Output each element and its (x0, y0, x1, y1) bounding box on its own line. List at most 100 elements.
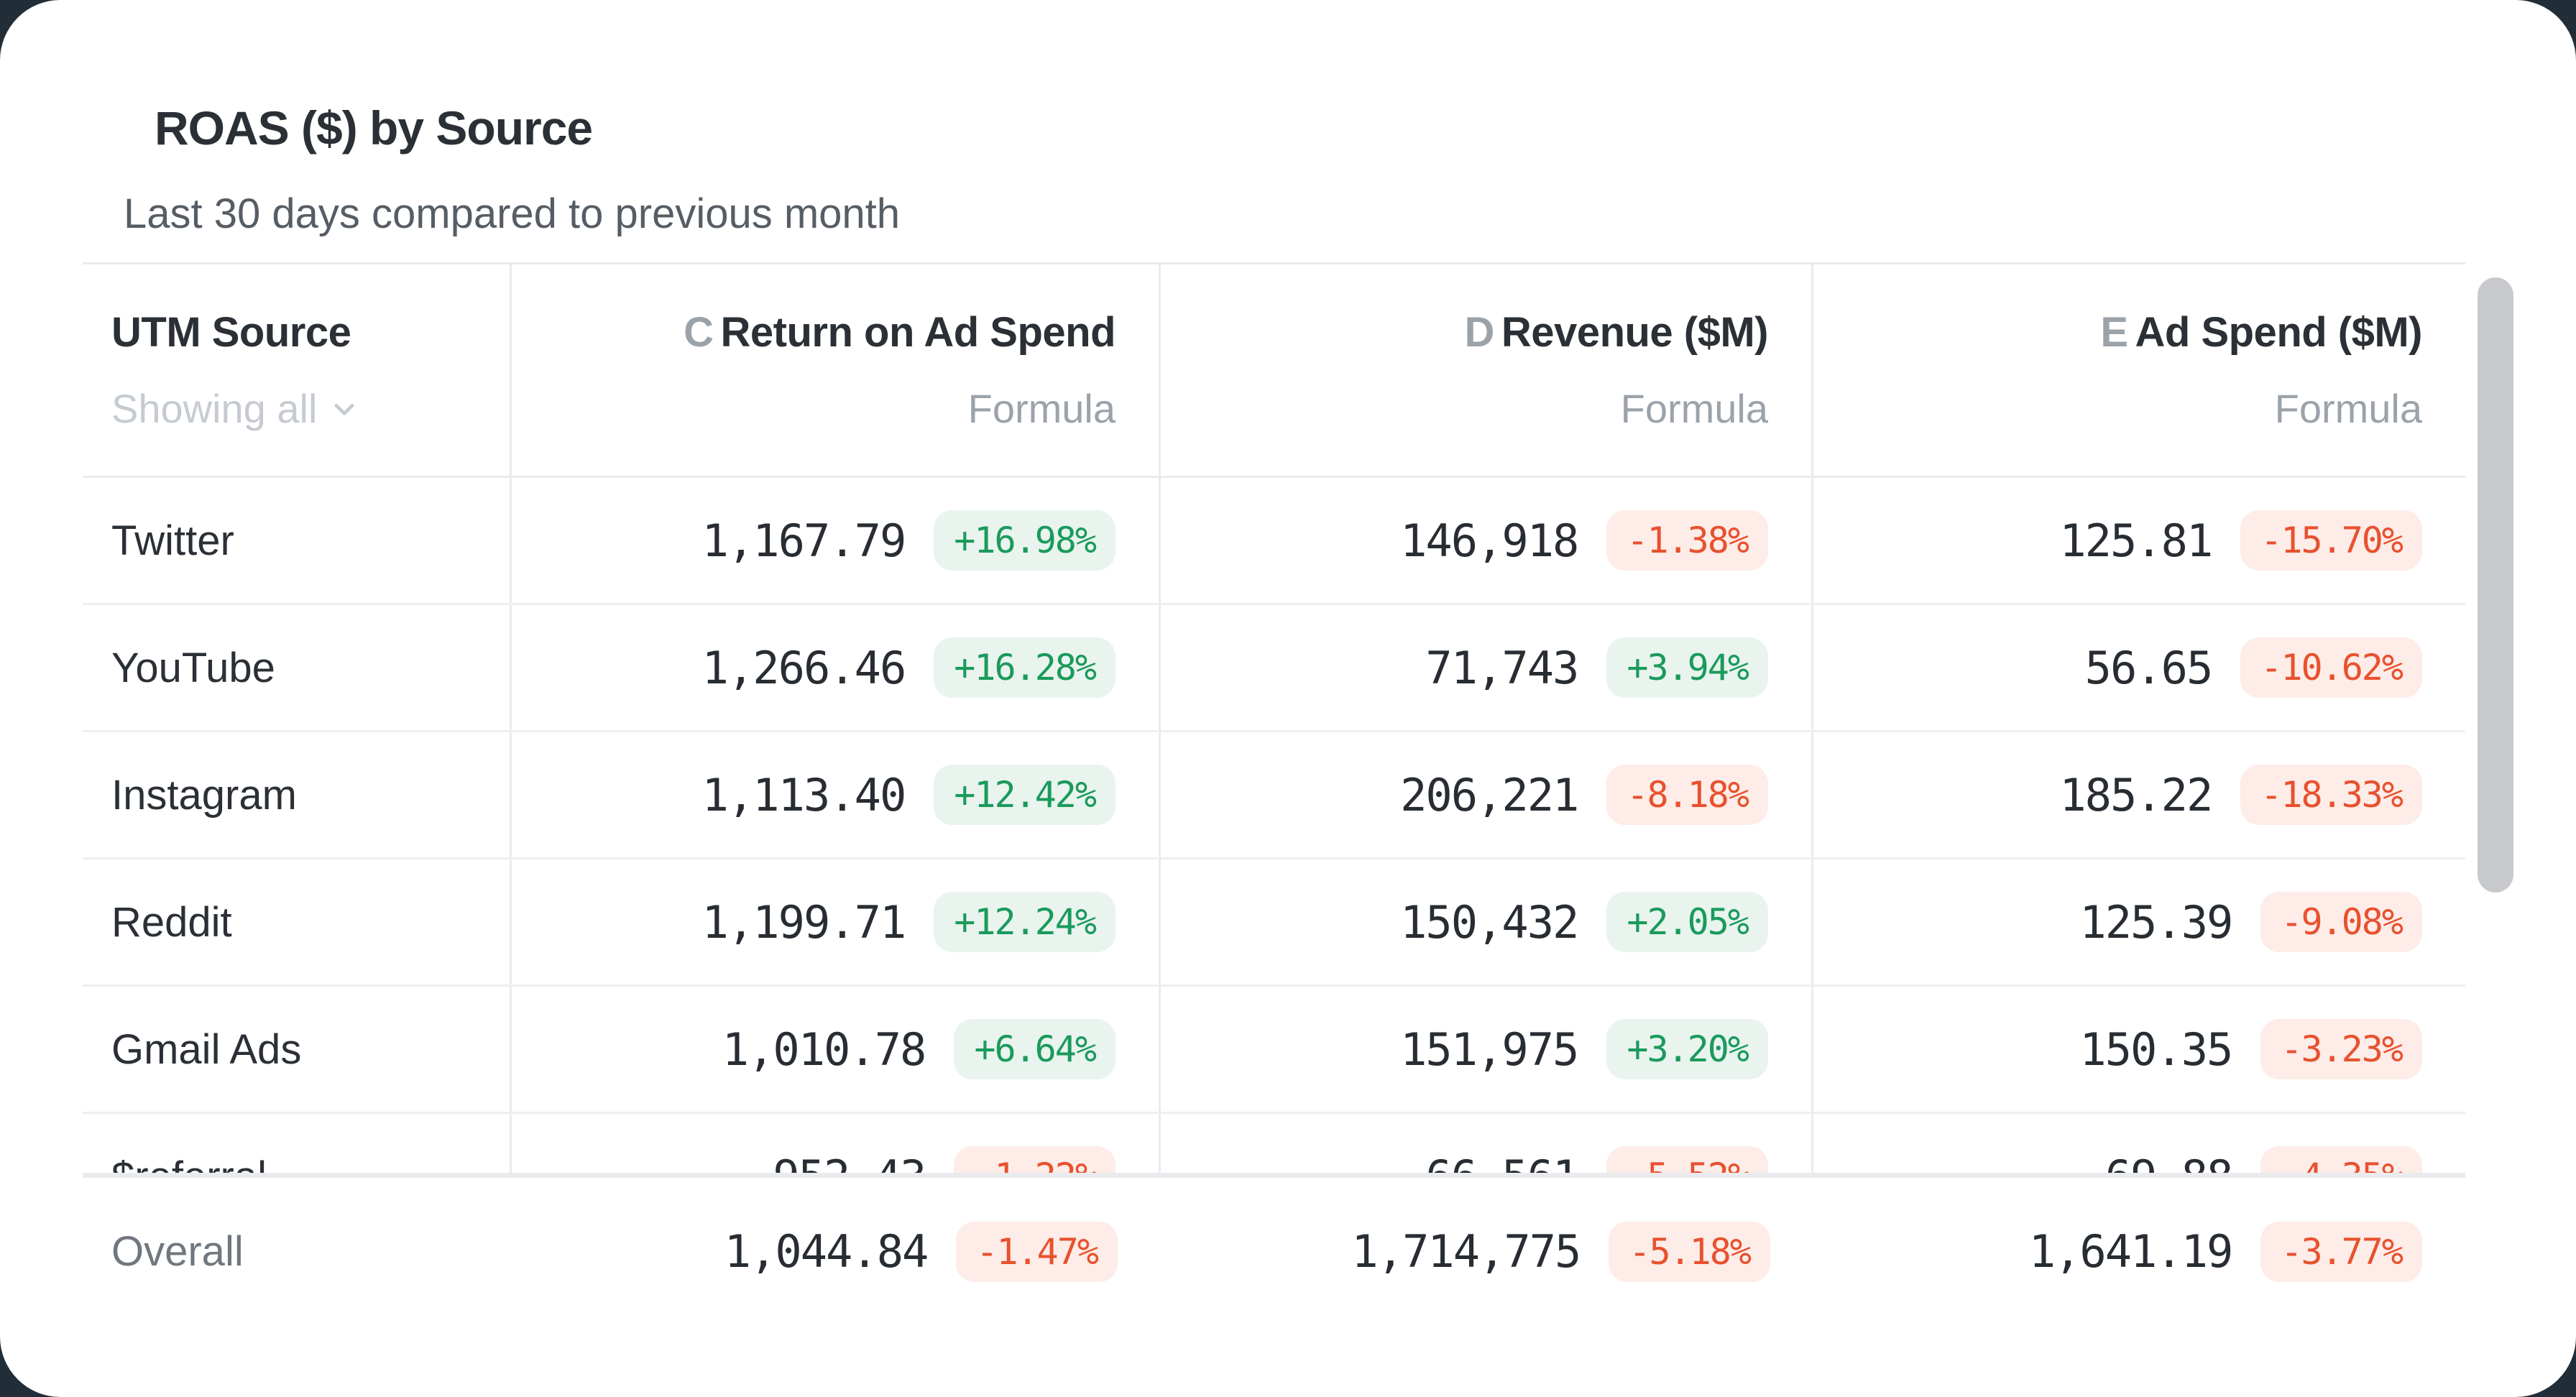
revenue-value: 151,975 (1400, 1023, 1579, 1076)
change-badge: +12.42% (934, 765, 1116, 825)
roas-value: 1,167.79 (702, 514, 907, 567)
table-row-gmail-ads: Gmail Ads 1,010.78 +6.64% 151,975 +3.20%… (83, 987, 2465, 1114)
roas-value: 1,113.40 (702, 768, 907, 821)
revenue-formula-label: Formula (1620, 386, 1768, 431)
roas-cell: 1,113.40 +12.42% (512, 732, 1161, 857)
change-badge: +3.20% (1606, 1019, 1768, 1079)
revenue-cell: 71,743 +3.94% (1161, 605, 1813, 730)
overall-adspend-cell: 1,641.19 -3.77% (1813, 1178, 2465, 1325)
source-cell: Twitter (83, 478, 512, 603)
roas-value: 1,044.84 (724, 1225, 929, 1278)
overall-label: Overall (111, 1228, 244, 1275)
change-badge: -18.33% (2240, 765, 2422, 825)
adspend-value: 125.39 (2079, 895, 2233, 949)
source-cell: $referral (83, 1114, 512, 1173)
table-row-youtube: YouTube 1,266.46 +16.28% 71,743 +3.94% 5… (83, 605, 2465, 732)
source-cell: Reddit (83, 859, 512, 985)
roas-cell: 1,199.71 +12.24% (512, 859, 1161, 985)
adspend-column-label: E Ad Spend ($M) (2100, 309, 2422, 356)
change-badge: +2.05% (1606, 892, 1768, 952)
revenue-value: 150,432 (1400, 895, 1579, 949)
adspend-value: 185.22 (2059, 768, 2213, 821)
revenue-cell: 66,561 -5.52% (1161, 1114, 1813, 1173)
roas-value: 1,199.71 (702, 895, 907, 949)
showing-all-label: Showing all (111, 386, 318, 431)
roas-formula-label: Formula (967, 386, 1116, 431)
roas-value: 952.43 (773, 1151, 926, 1174)
adspend-value: 69.88 (2105, 1151, 2234, 1174)
page-title: ROAS ($) by Source (155, 101, 593, 155)
source-cell: Gmail Ads (83, 987, 512, 1112)
showing-all-dropdown[interactable]: Showing all (111, 385, 360, 432)
revenue-cell: 146,918 -1.38% (1161, 478, 1813, 603)
change-badge: -15.70% (2240, 510, 2422, 571)
table-row-referral: $referral 952.43 -1.22% 66,561 -5.52% 69… (83, 1114, 2465, 1173)
change-badge: -10.62% (2240, 637, 2422, 698)
roas-table: UTM Source Showing all C Return on Ad Spe… (83, 262, 2465, 1325)
adspend-cell: 185.22 -18.33% (1813, 732, 2465, 857)
table-row-twitter: Twitter 1,167.79 +16.98% 146,918 -1.38% … (83, 478, 2465, 605)
table-row-overall: Overall 1,044.84 -1.47% 1,714,775 -5.18%… (83, 1178, 2465, 1325)
table-row-instagram: Instagram 1,113.40 +12.42% 206,221 -8.18… (83, 732, 2465, 859)
adspend-value: 150.35 (2079, 1023, 2233, 1076)
roas-value: 1,010.78 (722, 1023, 927, 1076)
revenue-value: 1,714,775 (1351, 1225, 1581, 1278)
source-cell: Instagram (83, 732, 512, 857)
column-header-utm-source: UTM Source Showing all (83, 264, 512, 476)
roas-cell: 952.43 -1.22% (512, 1114, 1161, 1173)
column-letter-d: D (1464, 309, 1495, 356)
source-cell: YouTube (83, 605, 512, 730)
adspend-value: 56.65 (2084, 641, 2214, 694)
revenue-value: 66,561 (1425, 1151, 1579, 1174)
card-header: ROAS ($) by Source Last 30 days compared… (0, 0, 2576, 238)
adspend-value: 125.81 (2059, 514, 2213, 567)
revenue-cell: 150,432 +2.05% (1161, 859, 1813, 985)
column-letter-e: E (2100, 309, 2128, 356)
adspend-value: 1,641.19 (2028, 1225, 2234, 1278)
revenue-value: 206,221 (1400, 768, 1579, 821)
adspend-formula-label: Formula (2274, 386, 2422, 431)
chevron-down-icon (328, 393, 360, 425)
change-badge: +16.28% (934, 637, 1116, 698)
column-header-roas: C Return on Ad Spend Formula (512, 264, 1161, 476)
utm-source-label: UTM Source (111, 309, 351, 356)
roas-value: 1,266.46 (702, 641, 907, 694)
roas-cell: 1,167.79 +16.98% (512, 478, 1161, 603)
table-footer: Overall 1,044.84 -1.47% 1,714,775 -5.18%… (83, 1173, 2465, 1325)
change-badge: -9.08% (2260, 892, 2422, 952)
change-badge: -1.38% (1606, 510, 1768, 571)
revenue-value: 146,918 (1400, 514, 1579, 567)
change-badge: -3.23% (2260, 1019, 2422, 1079)
change-badge: -5.52% (1606, 1146, 1768, 1173)
change-badge: +12.24% (934, 892, 1116, 952)
column-letter-c: C (684, 309, 714, 356)
table-row-reddit: Reddit 1,199.71 +12.24% 150,432 +2.05% 1… (83, 859, 2465, 987)
adspend-cell: 150.35 -3.23% (1813, 987, 2465, 1112)
change-badge: -4.35% (2260, 1146, 2422, 1173)
column-header-revenue: D Revenue ($M) Formula (1161, 264, 1813, 476)
change-badge: +3.94% (1606, 637, 1768, 698)
change-badge: +6.64% (954, 1019, 1116, 1079)
revenue-cell: 206,221 -8.18% (1161, 732, 1813, 857)
change-badge: -8.18% (1606, 765, 1768, 825)
card-subtitle: Last 30 days compared to previous month (124, 190, 901, 237)
change-badge: +16.98% (934, 510, 1116, 571)
overall-revenue-cell: 1,714,775 -5.18% (1161, 1178, 1813, 1325)
change-badge: -5.18% (1609, 1221, 1770, 1282)
change-badge: -1.47% (956, 1221, 1118, 1282)
adspend-cell: 69.88 -4.35% (1813, 1114, 2465, 1173)
roas-cell: 1,266.46 +16.28% (512, 605, 1161, 730)
vertical-scrollbar-thumb[interactable] (2478, 277, 2513, 893)
revenue-value: 71,743 (1425, 641, 1579, 694)
roas-cell: 1,010.78 +6.64% (512, 987, 1161, 1112)
table-header-row: UTM Source Showing all C Return on Ad Spe… (83, 262, 2465, 478)
revenue-column-label: D Revenue ($M) (1464, 309, 1769, 356)
table-body: Twitter 1,167.79 +16.98% 146,918 -1.38% … (83, 478, 2465, 1173)
adspend-cell: 56.65 -10.62% (1813, 605, 2465, 730)
change-badge: -3.77% (2260, 1221, 2422, 1282)
adspend-cell: 125.39 -9.08% (1813, 859, 2465, 985)
roas-column-label: C Return on Ad Spend (684, 309, 1116, 356)
adspend-cell: 125.81 -15.70% (1813, 478, 2465, 603)
change-badge: -1.22% (954, 1146, 1116, 1173)
